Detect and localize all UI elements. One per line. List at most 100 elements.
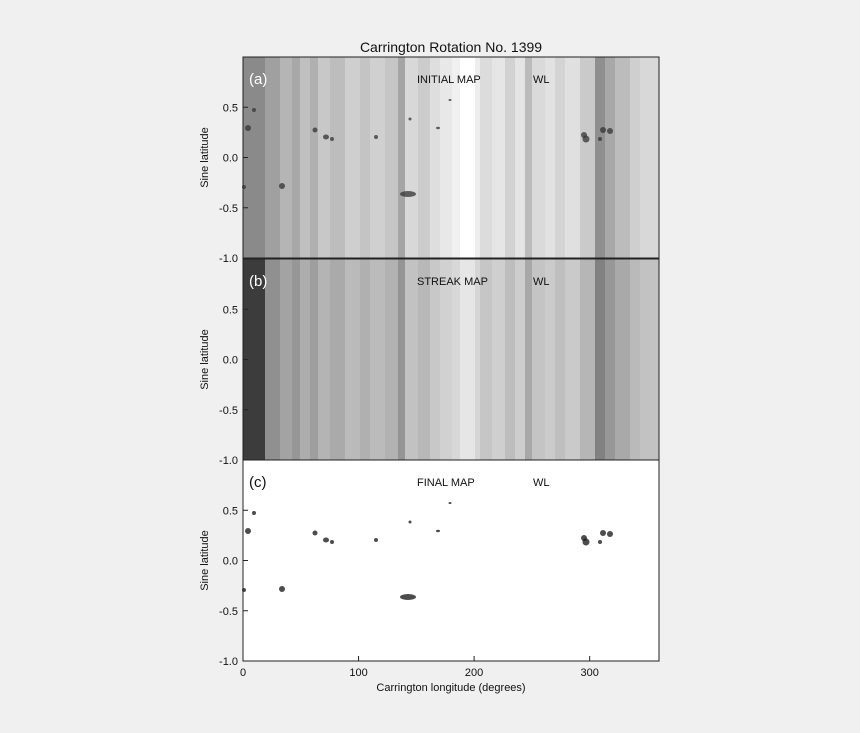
map-stripe [605,259,615,460]
map-background [243,460,659,661]
map-feature [279,586,285,592]
map-stripe [418,259,430,460]
map-feature [400,594,416,600]
map-stripe [492,259,505,460]
map-stripe [280,259,292,460]
map-feature [448,99,452,101]
map-stripe [630,57,640,258]
map-feature [408,117,412,121]
map-stripe [452,259,460,460]
map-stripe [398,259,405,460]
map-stripe [640,259,659,460]
map-stripe [430,259,440,460]
map-stripe [440,57,452,258]
y-tick-label: -0.5 [219,606,238,618]
map-stripe [515,57,525,258]
map-feature [312,530,318,536]
panel-label: (c) [249,474,267,491]
map-stripe [640,57,659,258]
map-feature [323,134,329,140]
band-label: WL [533,477,550,489]
map-stripe [360,259,370,460]
map-stripe [545,259,555,460]
map-feature [600,530,606,536]
x-tick-label: 100 [349,667,367,679]
map-feature [245,125,251,131]
map-stripe [440,259,452,460]
x-tick-label: 300 [580,667,598,679]
y-tick-label: 0.5 [223,304,238,316]
map-feature [582,538,590,546]
y-tick-label: 0.0 [223,153,238,165]
map-stripe [615,57,630,258]
map-stripe [545,57,555,258]
y-axis-label: Sine latitude [199,530,211,591]
map-stripe [292,259,300,460]
map-stripe [505,57,515,258]
map-feature [252,108,256,112]
y-tick-label: 0.0 [223,355,238,367]
map-stripe [505,259,515,460]
map-label: STREAK MAP [417,276,488,288]
band-label: WL [533,74,550,86]
map-stripe [595,57,605,258]
map-stripe [330,259,345,460]
map-stripe [430,57,440,258]
map-stripe [480,259,492,460]
map-stripe [310,259,318,460]
map-label: INITIAL MAP [417,74,481,86]
map-feature [600,127,606,133]
map-stripe [345,259,360,460]
map-stripe [532,57,545,258]
map-feature [330,137,334,141]
map-stripe [300,57,310,258]
map-stripe [385,57,398,258]
map-feature [374,538,378,542]
map-stripe [460,259,475,460]
y-tick-label: 0.5 [223,102,238,114]
map-feature [598,540,602,544]
x-tick-label: 0 [240,667,246,679]
y-tick-label: -1.0 [219,455,238,467]
map-stripe [300,259,310,460]
map-stripe [405,259,418,460]
map-feature [374,135,378,139]
map-feature [400,191,416,197]
map-stripe [292,57,300,258]
y-axis-label: Sine latitude [199,127,211,188]
map-stripe [630,259,640,460]
map-stripe [580,259,595,460]
map-feature [607,531,613,537]
map-stripe [280,57,292,258]
map-feature [330,540,334,544]
map-stripe [243,259,265,460]
map-stripe [565,57,580,258]
map-stripe [555,259,565,460]
map-stripe [243,57,265,258]
x-axis-label: Carrington longitude (degrees) [376,682,525,694]
map-label: FINAL MAP [417,477,475,489]
map-feature [448,502,452,504]
map-stripe [360,57,370,258]
map-stripe [515,259,525,460]
map-stripe [525,57,532,258]
map-stripe [525,259,532,460]
map-stripe [310,57,318,258]
map-feature [436,126,440,130]
map-feature [408,520,412,524]
figure-title: Carrington Rotation No. 1399 [360,39,542,55]
map-stripe [330,57,345,258]
map-stripe [265,57,280,258]
map-stripe [532,259,545,460]
map-feature [323,537,329,543]
map-feature [279,183,285,189]
map-stripe [405,57,418,258]
map-stripe [565,259,580,460]
panel-label: (b) [249,273,267,290]
map-stripe [418,57,430,258]
y-tick-label: 0.5 [223,505,238,517]
map-feature [436,529,440,533]
map-stripe [318,57,330,258]
map-stripe [615,259,630,460]
